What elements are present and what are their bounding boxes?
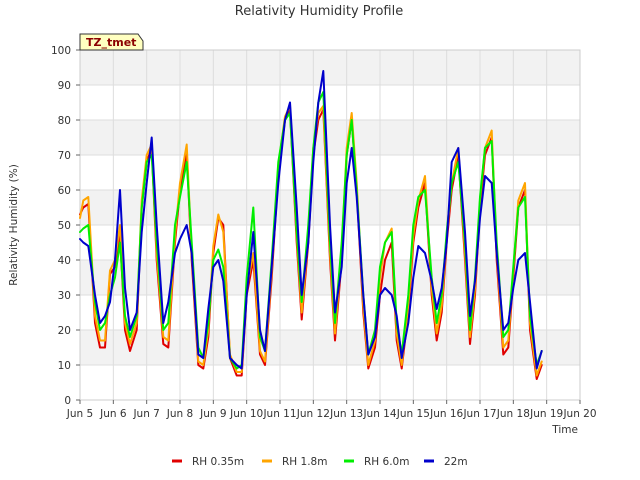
x-tick-label: Jun 17	[462, 408, 496, 420]
legend-label: RH 6.0m	[364, 456, 409, 468]
x-axis: Jun 5 Jun 6 Jun 7 Jun 8 Jun 9 Jun 10 Jun 11 Jun…	[66, 400, 597, 420]
y-tick-label: 20	[58, 325, 71, 337]
x-tick-label: Jun 7	[132, 408, 159, 420]
legend-label: RH 1.8m	[282, 456, 327, 468]
tz-badge: TZ_tmet	[79, 33, 144, 51]
series-line-22m	[79, 70, 543, 370]
y-tick-label: 90	[58, 80, 71, 92]
x-tick-label: Jun 14	[362, 408, 396, 420]
x-tick-label: Jun 8	[166, 408, 193, 420]
y-tick-label: 30	[58, 290, 71, 302]
x-tick-label: Jun 11	[262, 408, 296, 420]
y-tick-label: 70	[58, 150, 71, 162]
y-tick-label: 10	[58, 360, 71, 372]
x-axis-title: Time	[551, 424, 578, 436]
y-axis: 0 10 20 30 40 50 60 70 80 90 100	[51, 45, 80, 407]
x-tick-label: Jun 18	[496, 408, 530, 420]
y-tick-label: 100	[51, 45, 71, 57]
x-tick-label: Jun 9	[199, 408, 226, 420]
x-tick-label: Jun 16	[429, 408, 463, 420]
tz-badge-box	[79, 33, 144, 51]
background-band	[80, 120, 580, 155]
x-tick-label: Jun 15	[396, 408, 430, 420]
y-axis-title: Relativity Humidity (%)	[8, 164, 20, 286]
background-band	[80, 50, 580, 85]
legend-label: 22m	[444, 456, 468, 468]
y-tick-label: 0	[64, 395, 71, 407]
y-tick-label: 40	[58, 255, 71, 267]
x-tick-label: Jun 13	[329, 408, 363, 420]
chart-title: Relativity Humidity Profile	[235, 4, 403, 19]
x-tick-label: Jun 5	[66, 408, 93, 420]
x-tick-label: Jun 10	[229, 408, 263, 420]
y-tick-label: 80	[58, 115, 71, 127]
y-tick-label: 50	[58, 220, 71, 232]
legend: RH 0.35m RH 1.8m RH 6.0m 22m	[172, 456, 468, 468]
x-tick-label: Jun 12	[296, 408, 330, 420]
tz-badge-label: TZ_tmet	[86, 36, 136, 49]
x-tick-label: Jun 6	[99, 408, 127, 420]
x-tick-label: Jun 19	[529, 408, 563, 420]
series-lines	[79, 70, 543, 380]
legend-label: RH 0.35m	[192, 456, 244, 468]
x-tick-label: Jun 20	[562, 408, 596, 420]
y-tick-label: 60	[58, 185, 71, 197]
